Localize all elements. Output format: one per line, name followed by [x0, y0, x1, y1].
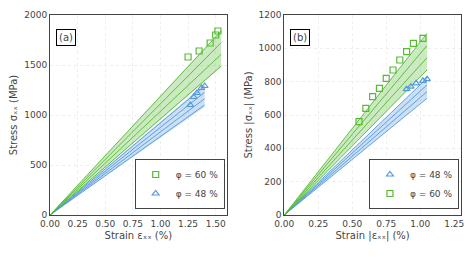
svg-text:0.00: 0.00	[274, 219, 294, 229]
svg-text:φ = 60 %: φ = 60 %	[410, 189, 453, 199]
svg-text:800: 800	[264, 77, 281, 87]
svg-text:0.50: 0.50	[342, 219, 362, 229]
svg-text:0.25: 0.25	[308, 219, 328, 229]
svg-text:φ = 60 %: φ = 60 %	[176, 170, 219, 180]
svg-text:1500: 1500	[24, 60, 47, 70]
svg-text:0.50: 0.50	[95, 219, 115, 229]
svg-text:2000: 2000	[24, 10, 47, 20]
svg-text:Strain εₓₓ (%): Strain εₓₓ (%)	[105, 230, 173, 241]
svg-text:φ = 48 %: φ = 48 %	[176, 189, 219, 199]
svg-text:500: 500	[30, 160, 47, 170]
svg-text:Stress σₓₓ (MPa): Stress σₓₓ (MPa)	[8, 75, 19, 156]
svg-text:1.50: 1.50	[206, 219, 226, 229]
svg-text:(b): (b)	[293, 32, 307, 43]
svg-text:600: 600	[264, 110, 281, 120]
svg-text:400: 400	[264, 143, 281, 153]
svg-text:1.25: 1.25	[178, 219, 198, 229]
svg-text:0: 0	[41, 210, 47, 220]
svg-text:0.75: 0.75	[123, 219, 143, 229]
svg-text:200: 200	[264, 177, 281, 187]
svg-text:1.25: 1.25	[444, 219, 464, 229]
svg-text:Strain |εₓₓ| (%): Strain |εₓₓ| (%)	[335, 230, 409, 242]
svg-text:1.00: 1.00	[150, 219, 170, 229]
svg-text:0.00: 0.00	[40, 219, 60, 229]
svg-text:0: 0	[276, 210, 282, 220]
svg-text:0.25: 0.25	[68, 219, 88, 229]
svg-text:1.00: 1.00	[410, 219, 430, 229]
svg-text:φ = 48 %: φ = 48 %	[410, 170, 453, 180]
svg-text:1200: 1200	[259, 10, 282, 20]
svg-text:Stress |σₓₓ| (MPa): Stress |σₓₓ| (MPa)	[243, 71, 255, 158]
svg-text:1000: 1000	[259, 43, 282, 53]
svg-text:1000: 1000	[24, 110, 47, 120]
svg-text:(a): (a)	[59, 32, 73, 43]
svg-text:0.75: 0.75	[376, 219, 396, 229]
